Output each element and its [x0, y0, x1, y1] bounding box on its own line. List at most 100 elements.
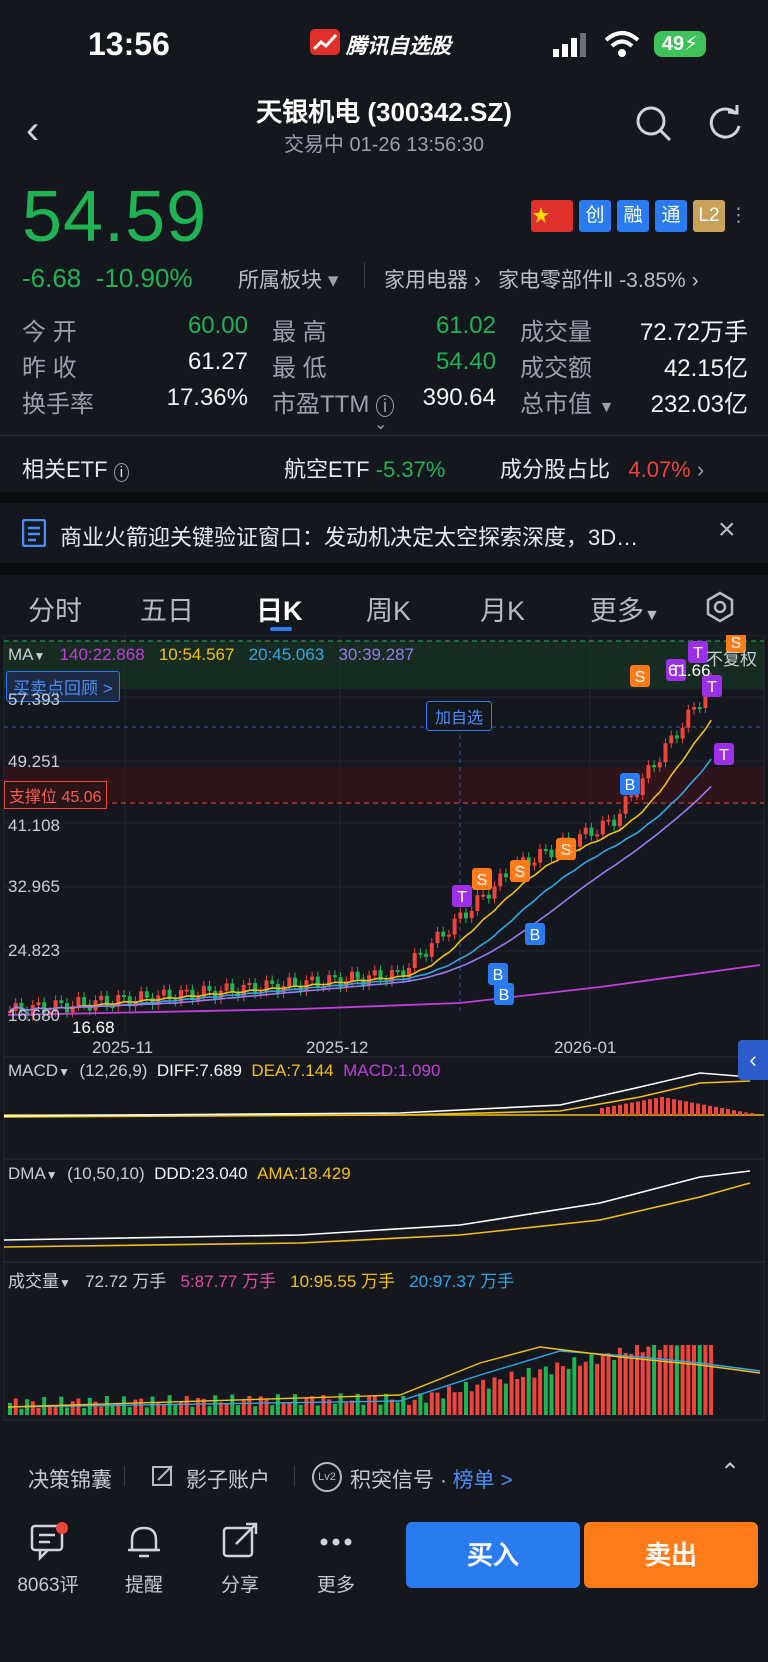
signal-rank[interactable]: 积突信号 · 榜单 > — [350, 1469, 513, 1492]
industry-link[interactable]: 家用电器 › — [384, 269, 481, 292]
alert-button[interactable]: 提醒 — [104, 1522, 184, 1597]
candle-body — [281, 986, 286, 994]
volume-bar — [355, 1393, 360, 1415]
volume-bar — [680, 1345, 685, 1415]
china-flag-icon — [531, 200, 573, 232]
sector-dropdown[interactable]: 所属板块 ▾ — [238, 269, 339, 292]
news-text: 商业火箭迎关键验证窗口：发动机决定太空探索深度，3D… — [60, 525, 639, 550]
tag-tong[interactable]: 通 — [655, 200, 687, 232]
amount-value: 42.15亿 — [663, 355, 748, 382]
candle-body — [315, 976, 320, 987]
volume-bar — [241, 1400, 246, 1415]
volume-bar — [281, 1402, 286, 1415]
info-icon[interactable]: i — [375, 395, 394, 417]
trade-marker — [488, 963, 508, 985]
etf-bar[interactable]: 相关ETF i 航空ETF -5.37% 成分股占比 4.07% › — [0, 436, 768, 492]
volume-bar — [367, 1396, 372, 1415]
tab-daily-k[interactable]: 日K — [256, 596, 303, 626]
sell-button[interactable]: 卖出 — [584, 1522, 758, 1588]
candle-body — [298, 985, 303, 991]
trade-marker-label: T — [693, 645, 703, 662]
settings-icon[interactable] — [704, 591, 736, 623]
macd-legend[interactable]: MACD▼ (12,26,9) DIFF:7.689 DEA:7.144 MAC… — [8, 1061, 441, 1080]
ma-legend[interactable]: MA▼ 140:22.868 10:54.567 20:45.063 30:39… — [8, 645, 415, 664]
macd-bar — [648, 1099, 652, 1115]
trade-marker — [556, 838, 576, 860]
info-icon[interactable]: i — [113, 463, 130, 482]
volume-bar — [441, 1398, 446, 1415]
mcap-label[interactable]: 总市值 ▼ — [520, 391, 615, 418]
volume-bar — [709, 1345, 714, 1415]
candle-body — [469, 910, 474, 919]
tag-chuang[interactable]: 创 — [579, 200, 611, 232]
tag-l2[interactable]: L2 — [693, 200, 725, 232]
volume-bar — [418, 1393, 423, 1415]
tag-rong[interactable]: 融 — [617, 200, 649, 232]
volume-bar — [144, 1407, 149, 1415]
tab-weekly-k[interactable]: 周K — [366, 596, 412, 626]
trade-marker — [620, 773, 640, 795]
volume-bar — [218, 1402, 223, 1415]
volume-bar — [321, 1394, 326, 1415]
candle-body — [184, 989, 189, 992]
candle-body — [583, 827, 588, 835]
decision-kit[interactable]: 决策锦囊 — [28, 1469, 112, 1492]
trade-marker-label: B — [625, 777, 636, 794]
comment-icon — [8, 1522, 88, 1562]
volume-bar — [236, 1405, 240, 1415]
tab-intraday[interactable]: 分时 — [28, 596, 82, 626]
search-icon[interactable] — [634, 104, 674, 144]
news-banner[interactable]: 商业火箭迎关键验证窗口：发动机决定太空探索深度，3D… × — [0, 503, 768, 563]
kline-tabs: 分时 五日 日K 周K 月K 更多▼ — [0, 575, 768, 635]
volume-bar — [555, 1362, 560, 1415]
volume-bar — [82, 1408, 87, 1415]
candle-body — [76, 997, 81, 1007]
side-panel-toggle[interactable]: ‹ — [738, 1040, 768, 1080]
more-tags-icon[interactable]: ⋮ — [729, 205, 748, 226]
turnover-value: 17.36% — [166, 384, 248, 411]
close-icon[interactable]: × — [718, 513, 736, 546]
volume-bar — [327, 1399, 332, 1415]
more-button[interactable]: 更多 — [296, 1522, 376, 1597]
volume-bar — [617, 1347, 622, 1415]
ma20-legend: 20:45.063 — [248, 645, 325, 664]
tab-more[interactable]: 更多▼ — [590, 596, 660, 626]
volume-legend[interactable]: 成交量▼ 72.72 万手 5:87.77 万手 10:95.55 万手 20:… — [8, 1272, 515, 1291]
buy-button[interactable]: 买入 — [406, 1522, 580, 1588]
macd-bar — [726, 1109, 730, 1115]
high-value: 61.02 — [435, 312, 496, 339]
expand-chevron-icon[interactable]: ⌄ — [374, 416, 388, 433]
collapse-chevron-icon[interactable]: ⌃ — [720, 1459, 741, 1486]
comment-button[interactable]: 8063评 — [8, 1522, 88, 1597]
volume-label: 成交量 — [520, 319, 592, 346]
volume-bar — [275, 1394, 280, 1415]
industry2-link[interactable]: 家电零部件Ⅱ -3.85% › — [498, 269, 699, 292]
volume-bar — [372, 1396, 377, 1415]
dma-legend[interactable]: DMA▼ (10,50,10) DDD:23.040 AMA:18.429 — [8, 1164, 351, 1183]
volume-bar — [150, 1396, 155, 1415]
candle-body — [498, 873, 503, 887]
volume-bar — [19, 1408, 24, 1415]
tab-five-day[interactable]: 五日 — [140, 596, 194, 626]
etf-label: 相关ETF i — [22, 452, 130, 484]
tab-monthly-k[interactable]: 月K — [480, 596, 526, 626]
trade-marker — [525, 923, 545, 945]
volume-bar — [287, 1402, 292, 1415]
shadow-account[interactable]: 影子账户 — [186, 1469, 270, 1492]
adjust-mode[interactable]: 不复权 — [706, 650, 757, 669]
volume-bar — [515, 1379, 520, 1415]
macd-bar — [654, 1098, 658, 1115]
add-watch-button[interactable]: 加自选 — [426, 701, 493, 731]
volume-bar — [583, 1361, 588, 1415]
refresh-icon[interactable] — [706, 104, 746, 144]
volume-bar — [70, 1401, 75, 1415]
share-button[interactable]: 分享 — [200, 1522, 280, 1597]
candle-body — [538, 849, 543, 863]
candle-body — [692, 707, 696, 710]
review-button[interactable]: 买卖点回顾 > — [6, 671, 120, 702]
volume-bar — [213, 1395, 218, 1415]
back-button[interactable]: ‹ — [26, 108, 40, 152]
candle-body — [486, 894, 491, 899]
